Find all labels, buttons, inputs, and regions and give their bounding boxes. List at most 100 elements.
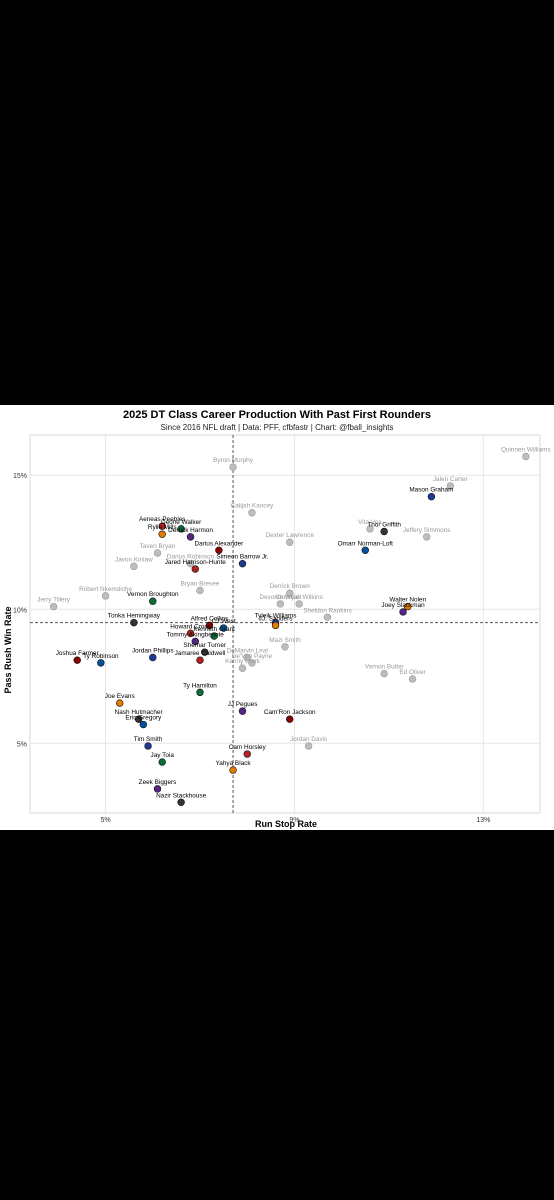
point-label: Darius Robinson [167,554,215,561]
data-point [404,602,412,611]
point-label: Kenny Clark [225,658,261,665]
data-point [201,648,209,656]
data-point [366,525,374,533]
point-label: Jordan Davis [290,736,327,743]
point-label: Bryan Bresee [181,580,220,587]
grid-lines [29,434,541,814]
point-label: Joey Slackman [381,602,425,609]
data-point [248,659,256,667]
point-label: Derrick Harmon [168,527,213,534]
data-point [380,527,388,536]
point-label: Kenneth Grant [193,626,235,633]
point-label: Jamaree Caldwell [175,650,226,657]
data-point [130,618,138,627]
y-axis-label: Pass Rush Win Rate [3,607,13,694]
data-point [219,624,228,632]
point-label: Nash Hutmacher [115,709,164,716]
y-tick-label: 5% [17,741,27,748]
data-point [49,602,58,611]
y-tick-label: 15% [13,473,27,480]
data-point [243,750,251,758]
point-label: Walter Nolen [389,597,426,604]
point-label: Calijah Kancey [231,503,274,510]
y-tick-label: 10% [13,607,27,614]
data-point [238,664,247,672]
chart-canvas: 2025 DT Class Career Production With Pas… [0,405,554,830]
data-point [238,559,247,568]
point-label: Nazir Stackhouse [156,792,207,799]
point-label: Tonka Hemingway [108,613,161,620]
point-label: Dexter Lawrence [266,532,315,539]
point-label: Thor Griffith [367,522,401,529]
data-point [522,452,530,461]
point-label: Byron Murphy [213,457,254,464]
point-label: Yahya Black [216,760,252,767]
data-point [422,533,431,541]
point-label: DeMarvin Leal [227,648,268,655]
point-label: Ty Robinson [83,653,119,660]
point-label: Deone Walker [161,519,202,526]
data-point [139,720,148,729]
data-point [304,742,313,750]
point-label: Omarr Norman-Loft [338,540,394,547]
data-point [286,589,294,597]
point-label: Jeffery Simmons [403,527,450,534]
data-point [427,492,436,501]
data-point [97,659,105,667]
data-point [323,613,332,621]
point-label: Zeek Biggers [139,779,177,786]
point-label: Devonte Wyatt [259,594,301,601]
data-point [205,621,214,630]
data-point [158,522,166,530]
data-point [186,629,195,638]
data-point [196,656,204,664]
point-label: Jalen Carter [433,476,469,483]
data-point [149,653,157,662]
point-label: Christian Wilkins [276,594,323,601]
point-label: Vernon Butler [365,664,405,671]
data-point [210,632,218,640]
plot-frame [29,434,541,814]
data-point [286,715,294,723]
point-label: Mason Graham [409,487,453,494]
chart-subtitle: Since 2016 NFL draft | Data: PFF, cfbfas… [160,423,394,432]
point-label: Darius Alexander [195,540,245,547]
point-label: Tommy Akingbesote [167,631,225,638]
point-label: Aeneas Peebles [139,516,186,523]
point-label: Derrick Brown [270,583,311,590]
point-label: Jay Toia [151,752,175,759]
data-point [144,742,152,750]
point-label: JJ Pegues [228,701,258,708]
data-point [248,509,256,517]
point-label: Cam Horsley [229,744,267,751]
data-point [361,546,369,554]
point-label: Rylie Mills [148,524,177,531]
data-point [286,538,294,546]
data-point [229,766,237,774]
data-point [408,675,417,683]
point-label: Quinnen Williams [501,446,551,453]
data-point [281,643,289,651]
point-label: Shemar Turner [183,642,226,649]
x-axis-label: Run Stop Rate [255,819,317,829]
x-tick-label: 9% [289,817,299,824]
data-point [101,592,110,600]
data-point [158,530,166,538]
data-point [271,621,280,630]
data-point [153,785,162,793]
data-point [177,798,185,806]
data-point [134,715,143,723]
data-point [191,565,199,573]
point-label: Ed Oliver [399,669,426,676]
point-label: Joshua Farmer [56,650,100,657]
point-label: Jared Harrison-Hunte [165,559,227,566]
point-label: Robert Nkemdiche [79,586,132,593]
data-point [186,533,195,541]
data-point [196,688,204,697]
point-label: Eric Gregory [125,715,162,722]
point-label: Javon Kinlaw [115,556,153,563]
x-tick-label: 5% [100,817,110,824]
data-point [196,586,204,595]
x-tick-label: 13% [476,817,490,824]
